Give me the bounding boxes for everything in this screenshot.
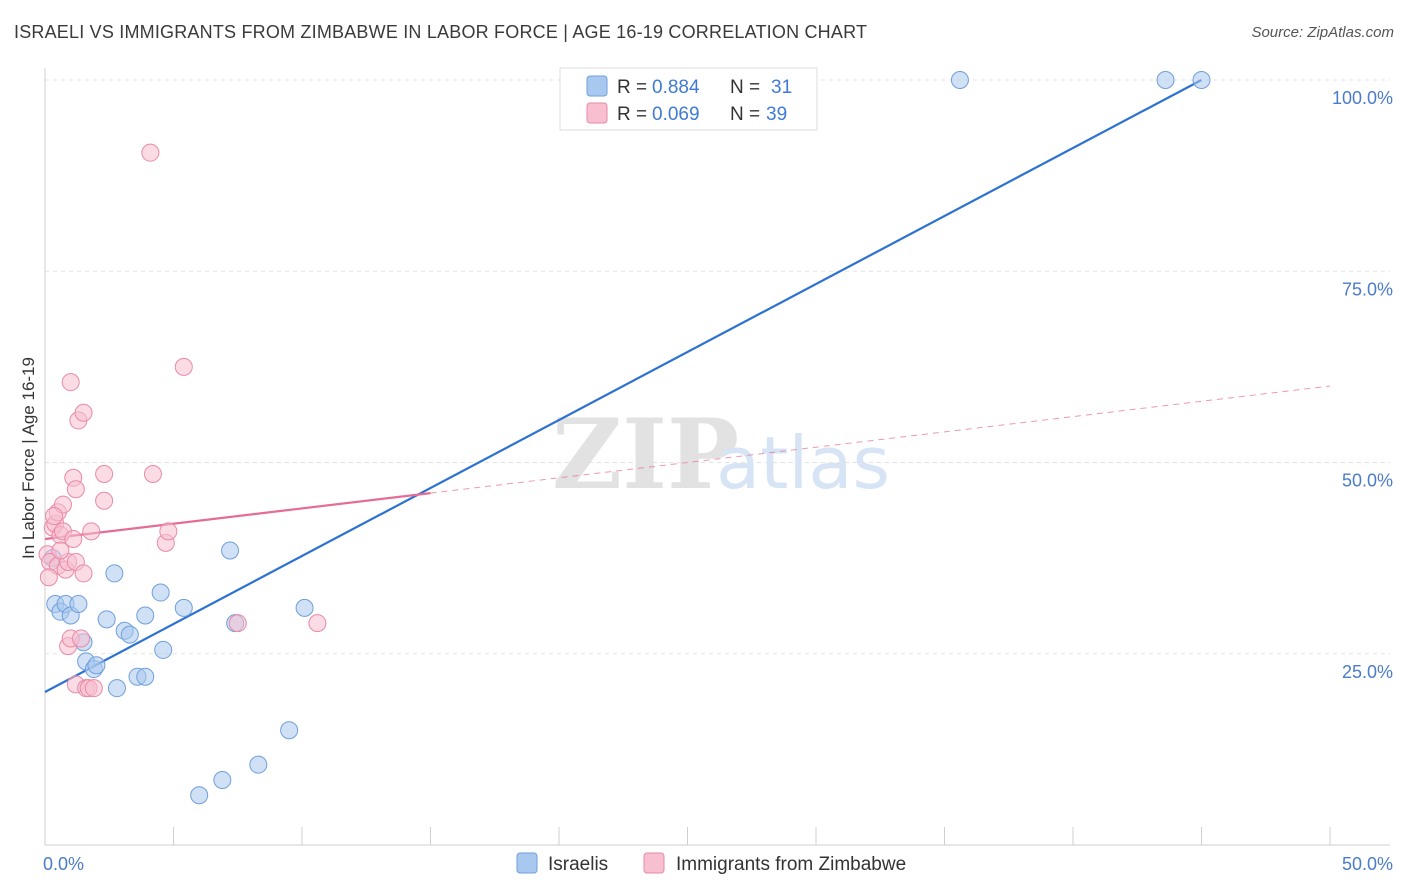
zimbabwe-point: [308, 614, 327, 633]
chart-title: ISRAELI VS IMMIGRANTS FROM ZIMBABWE IN L…: [14, 22, 868, 42]
zimbabwe-point: [39, 568, 58, 587]
zimbabwe-trend-extension: [430, 385, 1331, 494]
israelis-point: [97, 610, 116, 629]
x-tick-label: 50.0%: [1342, 854, 1393, 874]
israelis-point: [174, 598, 193, 617]
legend-n-label: N =: [730, 77, 760, 98]
legend-r-label: R =: [617, 77, 647, 98]
israelis-point: [69, 595, 88, 614]
legend-n-value: 31: [771, 77, 792, 98]
watermark-zip: ZIP: [552, 398, 739, 511]
israelis-point: [1156, 71, 1175, 89]
tick-labels: 100.0% 75.0% 50.0% 25.0% 0.0% 50.0%: [43, 88, 1393, 874]
israelis-point: [280, 721, 299, 740]
axes: [44, 68, 1390, 846]
legend-swatch-israelis: [586, 75, 608, 97]
israelis-point: [120, 625, 139, 644]
y-tick-label: 100.0%: [1332, 88, 1393, 108]
zimbabwe-point: [95, 491, 114, 510]
zimbabwe-point: [82, 522, 101, 541]
y-tick-label: 25.0%: [1342, 662, 1393, 682]
grid-lines: [45, 79, 1390, 655]
legend-swatch-zimbabwe: [643, 852, 665, 874]
y-axis-title: In Labor Force | Age 16-19: [19, 357, 38, 559]
legend-n-label: N =: [730, 104, 760, 125]
israelis-point: [87, 656, 106, 675]
data-points: [38, 71, 1211, 805]
legend-label-israelis: Israelis: [548, 854, 608, 875]
israelis-point: [249, 755, 268, 774]
zimbabwe-point: [61, 373, 80, 392]
zimbabwe-point: [74, 564, 93, 583]
israelis-point: [1192, 71, 1211, 89]
x-tick-label: 0.0%: [43, 854, 84, 874]
legend-r-value: 0.884: [652, 77, 700, 98]
watermark: ZIP atlas: [552, 398, 890, 511]
zimbabwe-point: [174, 357, 193, 376]
y-tick-label: 75.0%: [1342, 279, 1393, 299]
y-tick-label: 50.0%: [1342, 471, 1393, 491]
zimbabwe-point: [143, 464, 162, 483]
israelis-point: [213, 770, 232, 789]
israelis-point: [107, 679, 126, 698]
zimbabwe-point: [44, 507, 63, 526]
zimbabwe-point: [64, 530, 83, 548]
zimbabwe-point: [51, 541, 70, 560]
israelis-point: [295, 598, 314, 617]
zimbabwe-point: [84, 679, 103, 698]
israelis-point: [950, 71, 969, 89]
zimbabwe-point: [159, 522, 178, 541]
israelis-point: [151, 583, 170, 602]
zimbabwe-point: [71, 629, 90, 648]
trend-lines: [44, 79, 1331, 693]
legend-swatch-zimbabwe: [586, 102, 608, 124]
correlation-legend: R = 0.884 N = 31 R = 0.069 N = 39: [559, 67, 818, 131]
watermark-atlas: atlas: [716, 421, 890, 505]
chart-source: Source: ZipAtlas.com: [1251, 24, 1394, 41]
zimbabwe-point: [74, 403, 93, 422]
legend-n-value: 39: [766, 104, 787, 125]
zimbabwe-point: [141, 143, 160, 162]
legend-swatch-israelis: [516, 852, 538, 874]
zimbabwe-point: [228, 614, 247, 633]
israelis-point: [221, 541, 240, 560]
zimbabwe-trend-line: [44, 492, 431, 541]
legend-label-zimbabwe: Immigrants from Zimbabwe: [676, 854, 906, 875]
israelis-point: [136, 667, 155, 686]
zimbabwe-point: [66, 480, 85, 499]
israelis-trend-line: [44, 79, 1203, 693]
zimbabwe-point: [95, 464, 114, 483]
legend-r-label: R =: [617, 104, 647, 125]
series-legend: Israelis Immigrants from Zimbabwe: [516, 852, 906, 875]
legend-r-value: 0.069: [652, 104, 700, 125]
israelis-point: [190, 786, 209, 805]
israelis-point: [154, 640, 173, 659]
israelis-point: [136, 606, 155, 625]
israelis-point: [105, 564, 124, 583]
